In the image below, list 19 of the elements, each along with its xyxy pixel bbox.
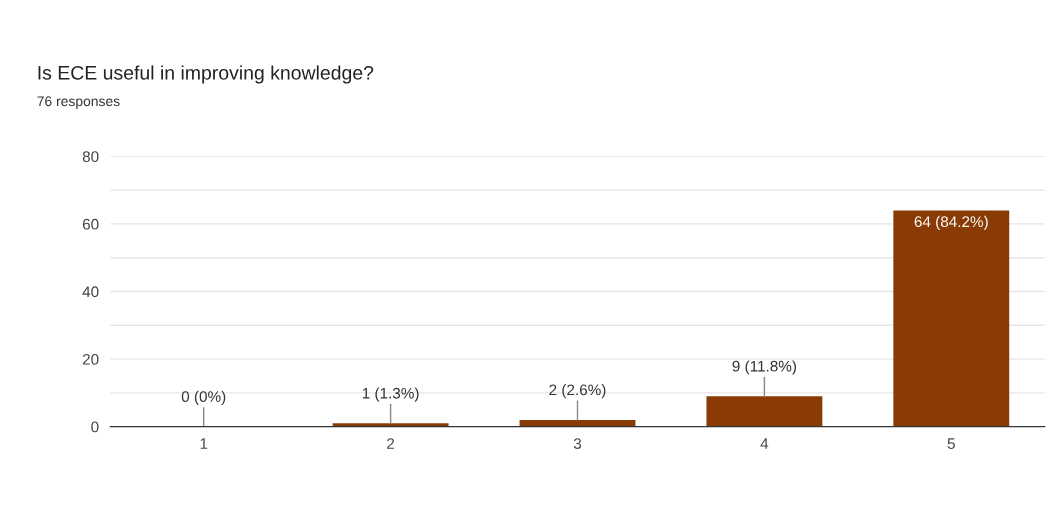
data-label: 0 (0%) <box>181 390 226 406</box>
bar <box>706 396 823 427</box>
x-tick-label: 4 <box>760 438 769 449</box>
chart-title: Is ECE useful in improving knowledge? <box>38 65 374 84</box>
data-label: 1 (1.3%) <box>362 387 419 402</box>
data-label: 9 (11.8%) <box>732 360 797 375</box>
x-tick-label: 5 <box>947 438 955 449</box>
bar <box>893 210 1010 427</box>
data-label: 2 (2.6%) <box>549 384 606 399</box>
y-tick-label: 80 <box>82 151 99 163</box>
x-tick-label: 1 <box>200 438 208 449</box>
x-tick-label: 2 <box>387 438 395 449</box>
x-tick-label: 3 <box>573 438 582 449</box>
chart-subtitle: 76 responses <box>37 96 120 109</box>
data-label: 64 (84.2%) <box>914 215 988 231</box>
y-tick-label: 60 <box>82 218 99 230</box>
y-tick-label: 20 <box>82 353 99 365</box>
y-tick-label: 40 <box>82 286 99 298</box>
y-tick-label: 0 <box>91 421 99 433</box>
